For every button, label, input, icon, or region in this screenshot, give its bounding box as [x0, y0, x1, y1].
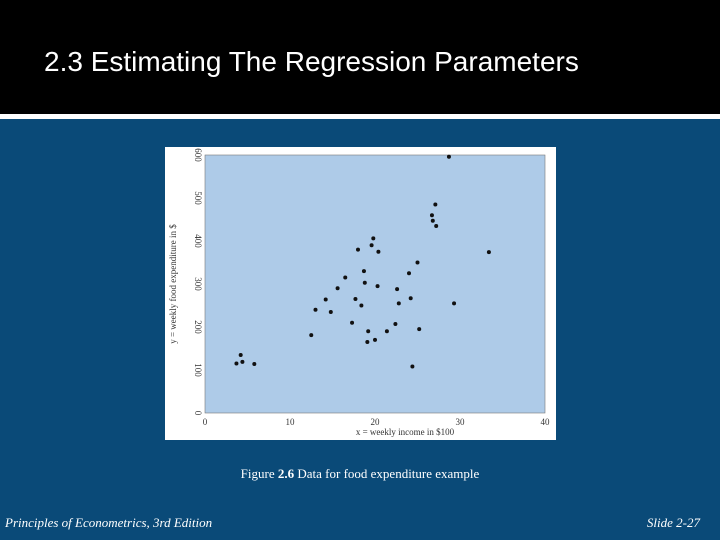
- y-tick-label: 200: [193, 320, 203, 334]
- data-point: [359, 303, 364, 308]
- data-point: [252, 361, 257, 366]
- slide-title: 2.3 Estimating The Regression Parameters: [44, 46, 579, 77]
- data-points: [234, 154, 491, 369]
- data-point: [365, 340, 370, 345]
- data-point: [486, 250, 491, 255]
- y-tick-label: 0: [193, 411, 203, 416]
- data-point: [240, 359, 245, 364]
- x-tick-label: 30: [456, 417, 466, 427]
- x-tick-label: 0: [203, 417, 208, 427]
- footer-slide-number: Slide 2-27: [646, 515, 700, 530]
- plot-area: [204, 154, 546, 414]
- data-point: [396, 301, 401, 306]
- data-point: [410, 364, 415, 369]
- data-point: [238, 352, 243, 357]
- caption-prefix: Figure: [240, 466, 278, 481]
- data-point: [415, 260, 420, 265]
- y-tick-label: 400: [193, 234, 203, 248]
- x-tick-label: 20: [371, 417, 381, 427]
- data-point: [393, 321, 398, 326]
- data-point: [369, 243, 374, 248]
- data-point: [375, 284, 380, 289]
- caption-text: Data for food expenditure example: [294, 466, 480, 481]
- y-axis-label: y = weekly food expenditure in $: [168, 224, 178, 344]
- data-point: [371, 236, 376, 241]
- data-point: [429, 213, 434, 218]
- y-tick-label: 500: [193, 191, 203, 205]
- data-point: [350, 320, 355, 325]
- data-point: [407, 271, 411, 276]
- data-point: [323, 297, 328, 302]
- data-point: [408, 296, 413, 301]
- data-point: [384, 329, 389, 334]
- x-axis-label: x = weekly income in $100: [356, 427, 455, 437]
- data-point: [313, 307, 318, 312]
- figure-caption: Figure 2.6 Data for food expenditure exa…: [0, 466, 720, 482]
- data-point: [343, 275, 348, 280]
- y-tick-label: 300: [193, 277, 203, 291]
- scatter-chart: 0 10 20 30 40 0 100 200 300 400 500 600 x = weekly…: [168, 148, 550, 437]
- y-tick-label: 600: [193, 148, 203, 162]
- x-axis-ticks: 0 10 20 30 40: [203, 417, 550, 427]
- data-point: [395, 287, 400, 292]
- data-point: [417, 327, 422, 332]
- data-point: [309, 333, 314, 338]
- data-point: [328, 309, 333, 314]
- data-point: [356, 247, 360, 252]
- y-tick-label: 100: [193, 363, 203, 377]
- y-axis-ticks: 0 100 200 300 400 500 600: [193, 148, 203, 416]
- data-point: [362, 280, 367, 285]
- data-point: [434, 223, 439, 228]
- data-point: [430, 218, 435, 223]
- data-point: [373, 337, 377, 342]
- title-band: [0, 0, 720, 114]
- data-point: [366, 329, 371, 334]
- data-point: [335, 286, 340, 291]
- caption-figure-number: 2.6: [277, 466, 295, 481]
- title-divider: [0, 114, 720, 119]
- x-tick-label: 40: [541, 417, 551, 427]
- data-point: [376, 249, 381, 254]
- footer-book-title: Principles of Econometrics, 3rd Edition: [5, 515, 213, 530]
- x-tick-label: 10: [286, 417, 296, 427]
- data-point: [446, 154, 451, 159]
- figure-frame: 0 10 20 30 40 0 100 200 300 400 500 600 x = weekly…: [165, 147, 556, 440]
- data-point: [234, 361, 239, 366]
- data-point: [452, 301, 457, 306]
- data-point: [361, 269, 366, 274]
- data-point: [353, 297, 358, 302]
- data-point: [433, 202, 438, 207]
